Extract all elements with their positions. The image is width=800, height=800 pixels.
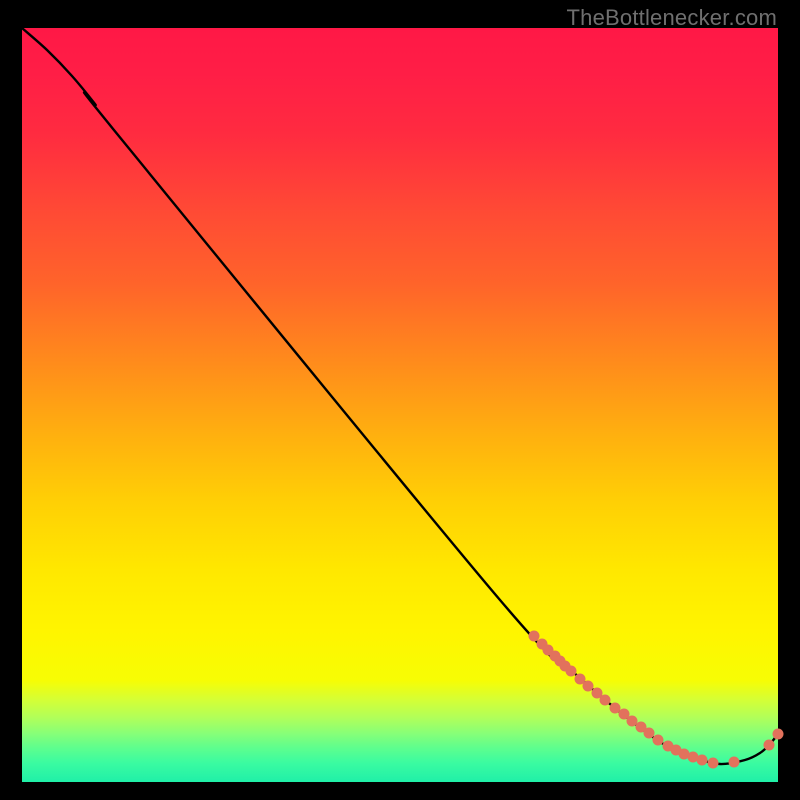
data-marker (729, 757, 740, 768)
data-marker (773, 729, 784, 740)
data-marker (708, 758, 719, 769)
data-marker (697, 755, 708, 766)
bottleneck-chart: TheBottlenecker.com (0, 0, 800, 800)
data-marker (600, 695, 611, 706)
watermark-text: TheBottlenecker.com (567, 5, 777, 31)
bottleneck-curve (22, 28, 778, 764)
curve-layer (0, 0, 800, 800)
data-marker (764, 740, 775, 751)
